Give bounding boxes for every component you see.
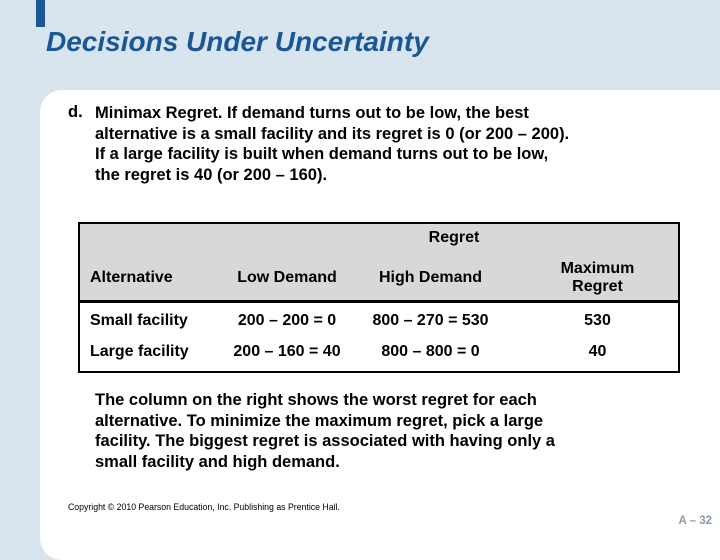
table-row-small-facility: Small facility 200 – 200 = 0 800 – 270 =… xyxy=(80,305,678,336)
cell-maximum-regret: 530 xyxy=(584,311,611,329)
column-header-row: Alternative Low Demand High Demand Maxim… xyxy=(80,256,678,300)
minimax-regret-text: Minimax Regret. If demand turns out to b… xyxy=(95,104,570,184)
cell-high-demand: 800 – 270 = 530 xyxy=(372,311,489,329)
column-header-maximum-regret: Maximum Regret xyxy=(517,260,678,296)
regret-table-header: Regret Alternative Low Demand High Deman… xyxy=(80,224,678,303)
cell-alternative: Small facility xyxy=(90,311,188,329)
table-row-large-facility: Large facility 200 – 160 = 40 800 – 800 … xyxy=(80,336,678,367)
regret-table: Regret Alternative Low Demand High Deman… xyxy=(78,222,680,373)
list-item-marker: d. xyxy=(68,103,83,121)
regret-table-body: Small facility 200 – 200 = 0 800 – 270 =… xyxy=(80,303,678,371)
column-header-alternative: Alternative xyxy=(90,269,173,286)
column-header-maximum-regret-label: Maximum Regret xyxy=(560,260,635,295)
cell-alternative: Large facility xyxy=(90,342,189,360)
top-left-accent-bar xyxy=(36,0,45,27)
conclusion-paragraph: The column on the right shows the worst … xyxy=(95,391,555,471)
column-header-low-demand: Low Demand xyxy=(237,269,337,286)
page-number: A – 32 xyxy=(678,515,712,527)
cell-maximum-regret: 40 xyxy=(588,342,607,360)
cell-low-demand: 200 – 160 = 40 xyxy=(233,342,341,360)
cell-low-demand: 200 – 200 = 0 xyxy=(237,311,337,329)
minimax-regret-paragraph: d. Minimax Regret. If demand turns out t… xyxy=(68,103,688,185)
slide-title: Decisions Under Uncertainty xyxy=(46,26,429,57)
column-header-high-demand: High Demand xyxy=(378,269,483,286)
cell-high-demand: 800 – 800 = 0 xyxy=(381,342,480,360)
regret-span-header: Regret xyxy=(428,229,480,246)
copyright-notice: Copyright © 2010 Pearson Education, Inc.… xyxy=(68,502,340,512)
slide-canvas: { "slide": { "title": "Decisions Under U… xyxy=(36,0,720,560)
